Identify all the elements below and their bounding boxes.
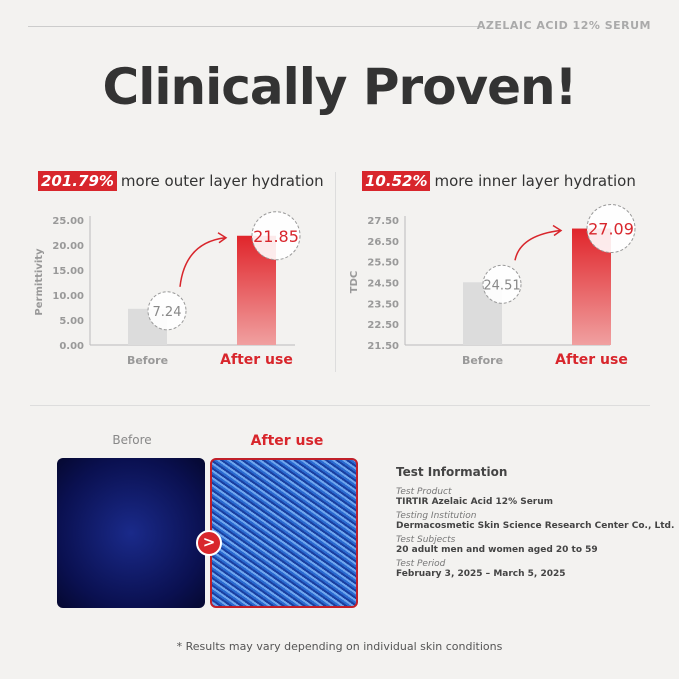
info-value: February 3, 2025 – March 5, 2025 [396,569,566,579]
increase-arrow [179,237,226,287]
divider [30,405,650,406]
info-value: 20 adult men and women aged 20 to 59 [396,545,598,555]
info-title: Test Information [396,465,508,479]
chevron-right-icon: > [196,530,222,556]
y-tick-label: 27.50 [367,216,399,227]
y-tick-label: 5.00 [59,316,84,327]
info-value: Dermacosmetic Skin Science Research Cent… [396,521,675,531]
after-image-label: After use [250,433,324,449]
y-tick-label: 15.00 [52,266,84,277]
y-tick-label: 25.50 [367,258,399,269]
y-tick-label: 22.50 [367,320,399,331]
data-label: 21.85 [253,227,299,246]
divider [28,26,483,27]
test-information: Test Information Test Product TIRTIR Aze… [396,465,674,579]
footnote: * Results may vary depending on individu… [176,640,503,653]
y-tick-label: 21.50 [367,341,399,352]
info-key: Testing Institution [396,511,477,521]
divider [335,172,336,372]
before-image-label: Before [112,433,152,447]
y-tick-label: 23.50 [367,299,399,310]
chart-headline-inner: 10.52% more inner layer hydration [362,171,636,191]
info-key: Test Period [396,559,446,569]
brand-label: AZELAIC ACID 12% SERUM [476,19,651,32]
data-label: 24.51 [483,278,520,293]
increase-arrow [514,229,561,261]
value-circle [147,291,187,331]
before-skin-image [57,458,205,608]
chart-headline-outer: 201.79% more outer layer hydration [38,171,324,191]
y-axis-label: TDC [349,271,360,293]
x-tick-label: Before [462,354,503,367]
x-tick-label: Before [127,354,168,367]
highlight-badge: 10.52% [362,171,431,191]
charts: 0.00 5.00 10.00 15.00 20.00 25.00 Permittivity… [34,204,636,368]
info-value: TIRTIR Azelaic Acid 12% Serum [396,497,554,507]
page-title: Clinically Proven! [102,58,578,116]
info-key: Test Product [396,487,452,497]
y-axis-label: Permittivity [34,248,45,316]
headline-text: more inner layer hydration [434,172,636,190]
value-circle [482,264,522,304]
y-tick-label: 20.00 [52,241,84,252]
y-tick-label: 10.00 [52,291,84,302]
y-tick-label: 26.50 [367,237,399,248]
after-skin-image [210,458,358,608]
headline-text: more outer layer hydration [120,172,324,190]
x-tick-label: After use [555,352,628,368]
data-label: 7.24 [153,305,182,320]
y-tick-label: 0.00 [59,341,84,352]
data-label: 27.09 [588,220,634,239]
arrow-head-icon [217,232,228,244]
highlight-badge: 201.79% [38,171,117,191]
y-tick-label: 25.00 [52,216,84,227]
value-circle [251,211,301,261]
info-key: Test Subjects [396,535,456,545]
value-circle [586,204,636,254]
y-tick-label: 24.50 [367,279,399,290]
x-tick-label: After use [220,352,293,368]
arrow-head-icon [552,224,563,237]
